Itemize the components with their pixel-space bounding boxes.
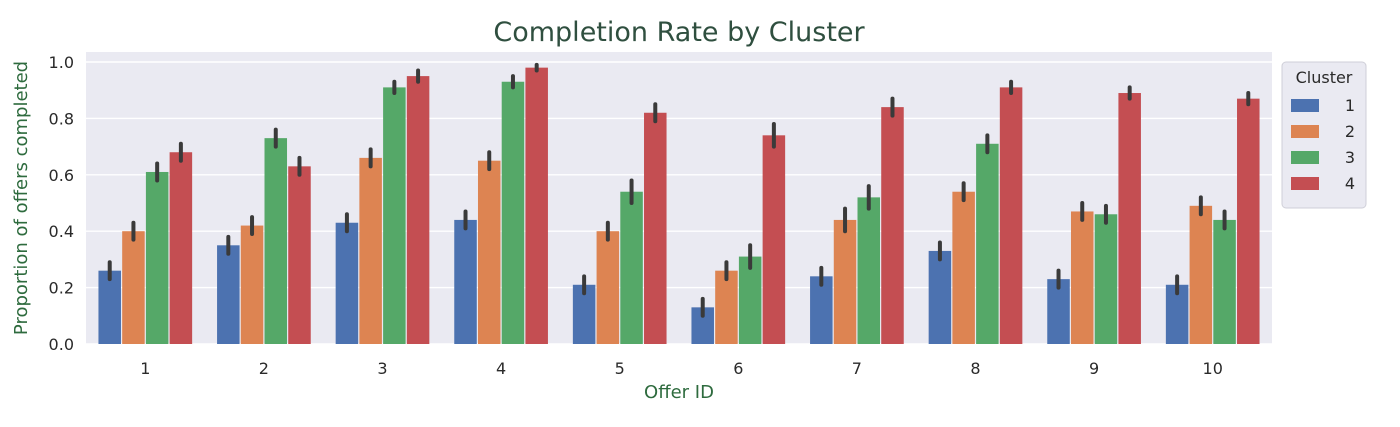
bar-cluster-4-offer-1 [169,152,193,344]
y-ticks: 0.0 0.2 0.4 0.6 0.8 1.0 [49,53,74,354]
bar-cluster-3-offer-4 [501,81,525,345]
y-tick-label: 0.6 [49,166,74,185]
legend-swatch-1 [1291,99,1319,112]
bar-cluster-1-offer-3 [335,222,359,344]
bar-cluster-2-offer-7 [833,219,857,344]
bar-cluster-4-offer-8 [999,87,1023,344]
x-tick-label: 7 [852,359,862,378]
bar-cluster-2-offer-8 [952,191,975,344]
bar-cluster-3-offer-2 [264,138,288,344]
bar-cluster-2-offer-9 [1070,211,1094,344]
y-tick-label: 0.8 [49,109,74,128]
legend-title: Cluster [1296,68,1353,87]
bar-cluster-3-offer-1 [145,171,169,344]
bar-cluster-4-offer-2 [288,166,311,344]
bar-cluster-2-offer-4 [477,160,501,344]
x-axis-label: Offer ID [644,382,714,403]
error-bars [107,62,1251,318]
bars [98,67,1260,345]
bar-cluster-1-offer-9 [1047,279,1070,344]
bar-cluster-1-offer-10 [1165,284,1189,344]
bar-cluster-3-offer-10 [1213,219,1236,344]
bar-cluster-1-offer-1 [98,270,121,344]
legend-swatch-2 [1291,125,1319,138]
x-tick-label: 1 [140,359,150,378]
y-tick-label: 0.4 [49,222,74,241]
x-tick-label: 8 [970,359,980,378]
bar-cluster-1-offer-8 [928,250,952,344]
plot-background [86,52,1272,344]
bar-cluster-4-offer-7 [881,107,904,345]
bar-cluster-4-offer-4 [525,67,548,344]
bar-cluster-3-offer-3 [383,87,406,344]
legend-swatch-3 [1291,151,1319,164]
y-tick-label: 1.0 [49,53,74,72]
bar-cluster-2-offer-1 [122,231,145,344]
bar-cluster-4-offer-5 [644,112,667,344]
bar-cluster-4-offer-6 [762,135,786,344]
y-tick-label: 0.2 [49,279,74,298]
bar-cluster-4-offer-3 [406,76,430,344]
bar-cluster-1-offer-6 [691,307,714,344]
bar-cluster-1-offer-2 [217,245,240,344]
y-axis-label: Proportion of offers completed [11,61,32,335]
x-tick-label: 10 [1203,359,1223,378]
legend-label-4: 4 [1345,174,1355,193]
x-tick-label: 6 [733,359,743,378]
y-tick-label: 0.0 [49,335,74,354]
bar-cluster-4-offer-9 [1118,93,1141,345]
chart-title: Completion Rate by Cluster [493,17,865,48]
legend: Cluster 1 2 3 4 [1281,61,1367,209]
legend-label-1: 1 [1345,96,1355,115]
legend-frame [1281,61,1367,209]
x-tick-label: 5 [615,359,625,378]
bar-cluster-3-offer-9 [1094,214,1118,344]
bar-cluster-2-offer-6 [715,270,738,344]
x-tick-label: 4 [496,359,506,378]
x-tick-label: 2 [259,359,269,378]
legend-swatch-4 [1291,177,1319,190]
bar-cluster-3-offer-5 [620,191,643,344]
bar-cluster-2-offer-2 [240,225,264,344]
legend-label-3: 3 [1345,148,1355,167]
bar-cluster-1-offer-7 [810,276,833,344]
bar-cluster-3-offer-7 [857,197,881,344]
legend-items: 1 2 3 4 [1291,96,1355,193]
bar-cluster-2-offer-3 [359,157,382,344]
bar-cluster-3-offer-6 [738,256,762,344]
bar-cluster-1-offer-5 [572,284,596,344]
x-tick-label: 3 [377,359,387,378]
bar-cluster-2-offer-10 [1189,205,1213,344]
x-tick-label: 9 [1089,359,1099,378]
bar-cluster-2-offer-5 [596,231,620,344]
bar-cluster-4-offer-10 [1237,98,1260,344]
x-ticks: 1 2 3 4 5 6 7 8 9 10 [140,359,1223,378]
legend-label-2: 2 [1345,122,1355,141]
bar-cluster-1-offer-4 [454,219,477,344]
bar-cluster-3-offer-8 [976,143,999,344]
